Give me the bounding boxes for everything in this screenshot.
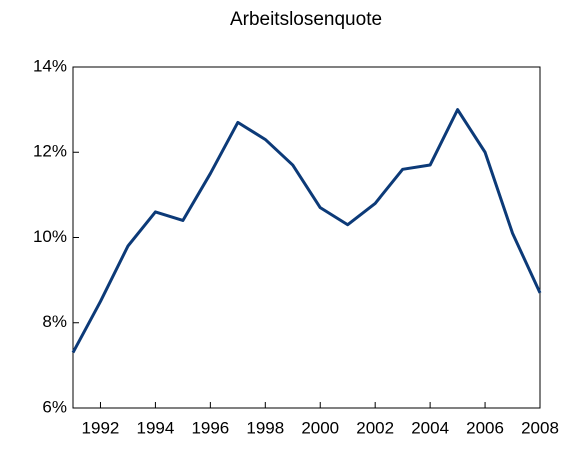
y-tick-label: 10% [33,227,67,246]
x-tick-label: 2004 [411,418,449,437]
y-tick-label: 14% [33,56,67,75]
chart-title: Arbeitslosenquote [230,9,382,30]
x-tick-label: 2002 [356,418,394,437]
x-tick-label: 2000 [301,418,339,437]
x-tick-label: 2006 [466,418,504,437]
x-tick-label: 2008 [521,418,559,437]
x-tick-label: 1996 [191,418,229,437]
y-tick-label: 6% [42,397,67,416]
y-tick-label: 8% [42,312,67,331]
y-tick-label: 12% [33,142,67,161]
line-series [71,108,542,354]
x-tick-label: 1994 [136,418,174,437]
x-tick-label: 1992 [82,418,120,437]
x-tick-label: 1998 [246,418,284,437]
plot-frame [72,66,541,409]
